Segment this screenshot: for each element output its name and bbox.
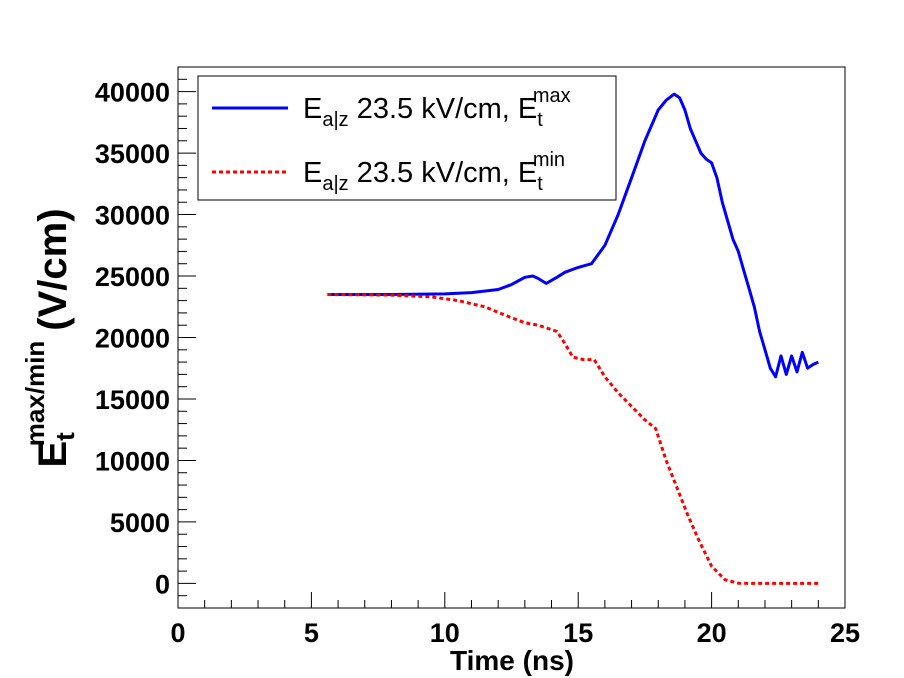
x-tick-label: 25 <box>830 618 860 648</box>
y-axis-tick-labels: 0 5000 10000 15000 20000 25000 30000 35000 40000 <box>95 78 170 600</box>
series-line-min <box>327 293 819 585</box>
y-tick-label: 40000 <box>95 78 170 108</box>
legend-label-max: Ea|z 23.5 kV/cm, Etmax <box>303 85 571 131</box>
y-tick-label: 30000 <box>95 201 170 231</box>
legend: Ea|z 23.5 kV/cm, Etmax Ea|z 23.5 kV/cm, … <box>197 75 617 201</box>
legend-box <box>197 75 617 201</box>
y-tick-label: 5000 <box>110 508 170 538</box>
x-axis-title: Time (ns) <box>450 645 574 676</box>
y-tick-label: 35000 <box>95 139 170 169</box>
x-tick-label: 15 <box>563 618 593 648</box>
y-tick-label: 25000 <box>95 262 170 292</box>
y-axis-title: Etmax/min(V/cm) <box>20 208 80 467</box>
x-tick-label: 0 <box>170 618 185 648</box>
series-layer <box>327 92 819 585</box>
x-axis-ticks <box>177 592 846 608</box>
y-tick-label: 15000 <box>95 385 170 415</box>
x-tick-label: 20 <box>697 618 727 648</box>
series-line-max <box>327 92 819 379</box>
y-tick-label: 0 <box>155 569 170 599</box>
y-tick-label: 10000 <box>95 446 170 476</box>
y-tick-label: 20000 <box>95 324 170 354</box>
x-tick-label: 10 <box>430 618 460 648</box>
legend-label-min: Ea|z 23.5 kV/cm, Etmin <box>303 149 565 195</box>
x-tick-label: 5 <box>304 618 319 648</box>
svg-text:Etmax/min(V/cm): Etmax/min(V/cm) <box>20 208 80 467</box>
y-axis-ticks <box>178 78 196 597</box>
x-axis-tick-labels: 0 5 10 15 20 25 <box>170 618 860 648</box>
